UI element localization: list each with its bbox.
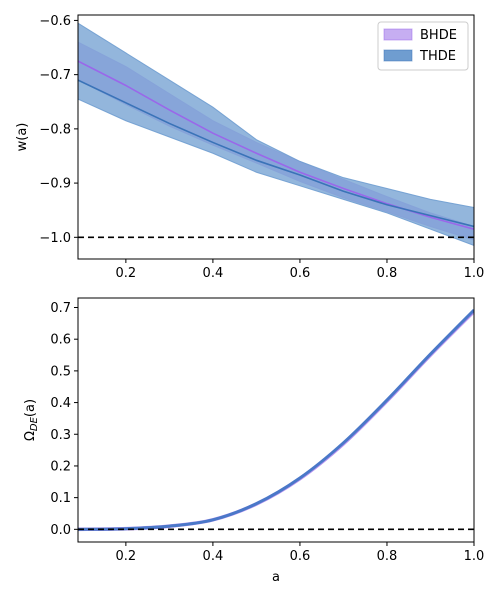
y-tick-1-0-label: −1.0 (39, 231, 71, 246)
x-axis-label: a (272, 570, 280, 585)
band-thde (78, 22, 474, 246)
legend-swatch-thde (383, 49, 413, 62)
x-tick-0-8-label: 0.8 (377, 549, 398, 564)
y-tick-0-9-label: −0.9 (39, 177, 71, 192)
plot-frame (77, 14, 475, 260)
x-tick-0-2-label: 0.2 (116, 266, 137, 281)
x-tick-0-4-label: 0.4 (203, 549, 224, 564)
x-tick-0-4-label: 0.4 (203, 266, 224, 281)
y-tick-0-7-label: −0.7 (39, 68, 71, 83)
y-tick-0-3-label: 0.3 (50, 428, 71, 443)
x-ticks: 0.2 0.4 0.6 0.8 1.0 (116, 259, 485, 281)
x-tick-0-8-label: 0.8 (377, 266, 398, 281)
x-tick-0-6-label: 0.6 (290, 266, 311, 281)
y-axis-label-subscript: DE (29, 416, 40, 431)
y-axis-label: w(a) (15, 123, 30, 152)
x-tick-0-6-label: 0.6 (290, 549, 311, 564)
x-ticks: 0.2 0.4 0.6 0.8 1.0 (116, 542, 485, 564)
legend-label-bhde: BHDE (420, 28, 457, 43)
y-tick-0-4-label: 0.4 (50, 396, 71, 411)
x-tick-0-2-label: 0.2 (116, 549, 137, 564)
legend: BHDE THDE (377, 21, 469, 71)
y-tick-0-6-label: 0.6 (50, 333, 71, 348)
y-tick-0-5-label: 0.5 (50, 364, 71, 379)
omega-panel: 0.2 0.4 0.6 0.8 1.0 0.0 0.1 0.2 0.3 0.4 0.5 0.6 0.7… (23, 297, 485, 585)
median-lines (78, 60, 474, 230)
plot-frame (77, 297, 475, 543)
median-line-thde (78, 79, 474, 228)
x-tick-1-0-label: 1.0 (464, 549, 485, 564)
y-tick-0-6-label: −0.6 (39, 14, 71, 29)
y-ticks: −0.6 −0.7 −0.8 −0.9 −1.0 (39, 14, 78, 246)
omega-lines (78, 308, 474, 532)
x-tick-1-0-label: 1.0 (464, 266, 485, 281)
omega-line-thde (78, 308, 474, 531)
y-axis-label-main: Ω (23, 431, 38, 441)
legend-swatch-bhde (383, 28, 413, 41)
y-axis-label-tail: (a) (23, 399, 38, 417)
y-tick-0-2-label: 0.2 (50, 459, 71, 474)
y-tick-0-1-label: 0.1 (50, 491, 71, 506)
y-axis-label: ΩDE(a) (23, 399, 40, 441)
y-tick-0-8-label: −0.8 (39, 122, 71, 137)
confidence-bands (78, 22, 474, 246)
y-tick-0-0-label: 0.0 (50, 523, 71, 538)
legend-label-thde: THDE (419, 49, 456, 64)
y-tick-0-7-label: 0.7 (50, 301, 71, 316)
omega-line-bhde (78, 310, 474, 532)
w-panel: 0.2 0.4 0.6 0.8 1.0 −0.6 −0.7 −0.8 −0.9 −1.0 w(a… (15, 14, 484, 281)
y-ticks: 0.0 0.1 0.2 0.3 0.4 0.5 0.6 0.7 (50, 301, 78, 538)
